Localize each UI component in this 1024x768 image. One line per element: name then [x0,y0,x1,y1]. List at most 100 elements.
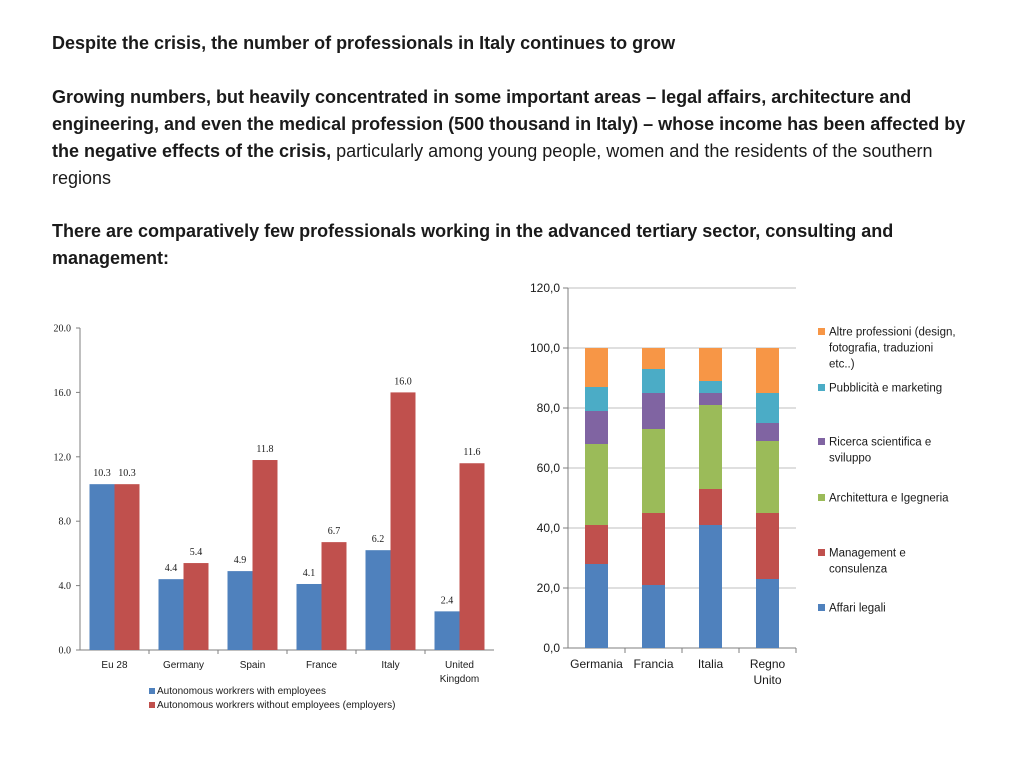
stack-segment [585,564,608,648]
stack-segment [756,423,779,441]
y-tick-label: 16.0 [54,388,72,399]
stack-segment [642,369,665,393]
data-label: 10.3 [118,468,136,479]
data-label: 16.0 [394,376,412,387]
stack-segment [699,525,722,648]
x-category-label: Spain [240,660,266,671]
stack-segment [585,348,608,387]
legend-label-line: Affari legali [829,603,886,615]
y-tick-label: 80,0 [537,401,561,415]
data-label: 6.2 [372,534,385,545]
stack-segment [585,525,608,564]
x-category-label: France [306,660,338,671]
stack-segment [699,393,722,405]
x-category-line: Spain [240,660,266,671]
x-category-label: Italia [698,657,724,671]
stack-segment [642,348,665,369]
y-tick-label: 8.0 [59,517,72,528]
legend-label: Autonomous workrers with employees [157,686,326,697]
stack-segment [756,393,779,423]
bar [365,550,391,650]
stack-segment [642,393,665,429]
stack-segment [699,405,722,489]
x-category-label: Francia [633,657,673,671]
y-tick-label: 0.0 [59,646,72,657]
y-tick-label: 20,0 [537,581,561,595]
stack-segment [756,513,779,579]
stack-segment [642,513,665,585]
data-label: 10.3 [93,468,111,479]
x-category-label: Eu 28 [101,660,128,671]
y-tick-label: 20.0 [54,324,72,335]
legend-label: Pubblicità e marketing [829,383,942,395]
stack-segment [756,441,779,513]
bar [89,484,115,650]
legend-label-line: sviluppo [829,453,871,465]
x-category-label: Regno Unito [750,657,786,687]
stack-segment [756,348,779,393]
bar [227,571,253,650]
x-category-label: Germania [570,657,623,671]
bar [434,611,460,650]
y-tick-label: 60,0 [537,461,561,475]
legend-label: Altre professioni (design, fotografia, tr… [829,327,956,371]
chart-autonomous-workers: 0.0 4.0 8.0 12.0 16.0 20.0 Eu 28 Germany Spain Fr… [54,324,494,711]
x-category-line: France [306,660,338,671]
legend-swatch [818,438,825,445]
x-category-line: Germania [570,657,623,671]
legend-label-line: Pubblicità e marketing [829,383,942,395]
x-category-label: Italy [381,660,399,671]
bar [390,392,416,650]
legend-swatch [818,384,825,391]
data-label: 11.6 [463,447,480,458]
legend-swatch [149,688,155,694]
legend-label-line: fotografia, traduzioni [829,343,933,355]
legend-label-line: Management e [829,548,906,560]
stack-segment [642,585,665,648]
y-tick-label: 100,0 [530,341,560,355]
y-tick-label: 0,0 [543,641,560,655]
legend-label: Affari legali [829,603,886,615]
data-label: 4.4 [165,563,178,574]
legend-label-line: Altre professioni (design, [829,327,956,339]
legend-label: Architettura e Igegneria [829,493,949,505]
stack-segment [585,387,608,411]
bar [296,583,322,650]
legend-label-line: Architettura e Igegneria [829,493,949,505]
x-category-line: United [445,660,474,671]
data-label: 6.7 [328,526,341,537]
legend-swatch [149,702,155,708]
stack-segment [585,411,608,444]
x-category-line: Regno [750,657,786,671]
y-tick-label: 4.0 [59,581,72,592]
page-heading: Despite the crisis, the number of profes… [52,33,676,53]
y-tick-label: 120,0 [530,281,560,295]
x-category-line: Germany [163,660,204,671]
paragraph-growing-numbers: Growing numbers, but heavily concentrate… [52,84,992,192]
paragraph-growing-numbers-regular: particularly among young people, women a… [52,141,933,188]
bar [158,579,184,650]
bar [321,542,347,650]
stack-segment [756,579,779,648]
x-category-line: Kingdom [440,674,479,685]
data-label: 4.9 [234,555,247,566]
y-tick-label: 40,0 [537,521,561,535]
data-label: 5.4 [190,547,203,558]
legend-label: Autonomous workrers without employees (e… [157,700,395,711]
stack-segment [699,381,722,393]
x-category-line: Unito [753,673,781,687]
data-label: 2.4 [441,595,454,606]
legend-label: Management e consulenza [829,548,906,576]
x-category-line: Italia [698,657,724,671]
x-category-line: Italy [381,660,399,671]
bar [114,484,140,650]
legend-swatch [818,604,825,611]
paragraph-advanced-tertiary: There are comparatively few professional… [52,221,894,268]
legend-swatch [818,494,825,501]
y-tick-label: 12.0 [54,452,72,463]
x-category-line: Francia [633,657,673,671]
stack-segment [585,444,608,525]
legend-label-line: Ricerca scientifica e [829,437,931,449]
x-category-label: Germany [163,660,204,671]
